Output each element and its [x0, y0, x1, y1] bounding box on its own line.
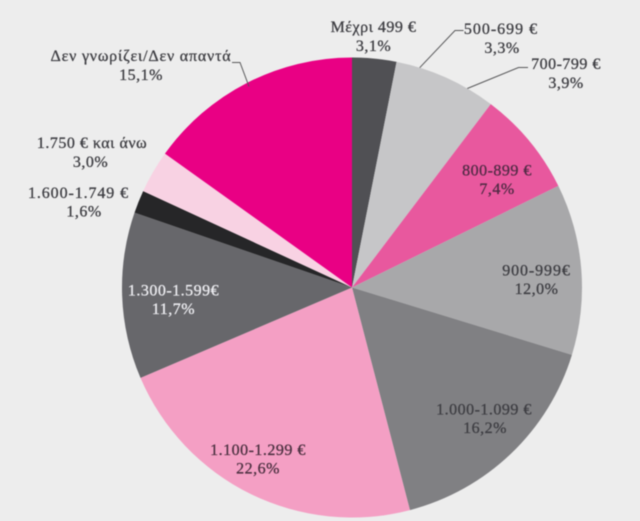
- svg-text:1.600-1.749 €: 1.600-1.749 €: [28, 185, 129, 202]
- svg-text:3,9%: 3,9%: [548, 75, 583, 92]
- svg-text:Δεν γνωρίζει/Δεν απαντά: Δεν γνωρίζει/Δεν απαντά: [51, 48, 232, 65]
- svg-text:1.000-1.099 €: 1.000-1.099 €: [436, 402, 532, 419]
- svg-text:900-999€: 900-999€: [502, 263, 571, 280]
- svg-text:800-899 €: 800-899 €: [462, 163, 532, 180]
- svg-text:1.300-1.599€: 1.300-1.599€: [128, 283, 219, 300]
- svg-text:500-699 €: 500-699 €: [464, 21, 538, 38]
- svg-text:16,2%: 16,2%: [463, 420, 507, 437]
- svg-text:1,6%: 1,6%: [66, 204, 101, 221]
- svg-text:22,6%: 22,6%: [236, 461, 280, 478]
- svg-text:7,4%: 7,4%: [479, 181, 514, 198]
- svg-text:3,3%: 3,3%: [484, 40, 519, 57]
- svg-text:1.100-1.299 €: 1.100-1.299 €: [210, 442, 306, 459]
- svg-text:3,1%: 3,1%: [356, 38, 391, 55]
- svg-text:12,0%: 12,0%: [515, 281, 559, 298]
- svg-text:15,1%: 15,1%: [119, 67, 163, 84]
- svg-text:3,0%: 3,0%: [73, 154, 108, 171]
- svg-text:1.750 € και άνω: 1.750 € και άνω: [37, 135, 147, 152]
- svg-text:700-799 €: 700-799 €: [531, 56, 601, 73]
- svg-text:11,7%: 11,7%: [152, 301, 195, 318]
- svg-text:Μέχρι 499 €: Μέχρι 499 €: [331, 19, 417, 36]
